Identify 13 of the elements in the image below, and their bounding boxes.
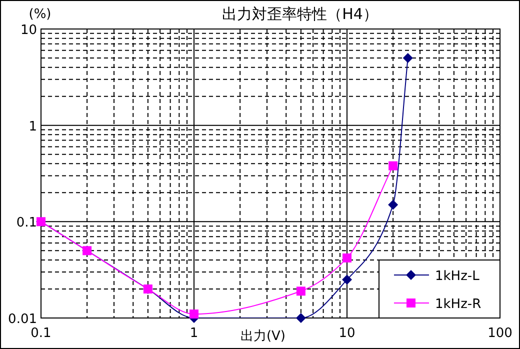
chart-title: 出力対歪率特性（H4） [222,5,378,23]
y-tick-label: 0.01 [8,312,37,327]
x-axis-title: 出力(V) [240,329,286,344]
y-tick-label: 0.1 [16,216,37,231]
y-tick-label: 1 [28,119,37,134]
x-tick-label: 100 [488,326,512,341]
y-axis-title: (%) [28,7,52,22]
x-tick-label: 0.1 [30,326,52,341]
y-tick-label: 10 [20,23,37,38]
x-tick-label: 10 [338,326,356,341]
legend-label: 1kHz-R [435,297,482,312]
legend-label: 1kHz-L [435,269,480,284]
x-tick-label: 1 [190,326,198,341]
